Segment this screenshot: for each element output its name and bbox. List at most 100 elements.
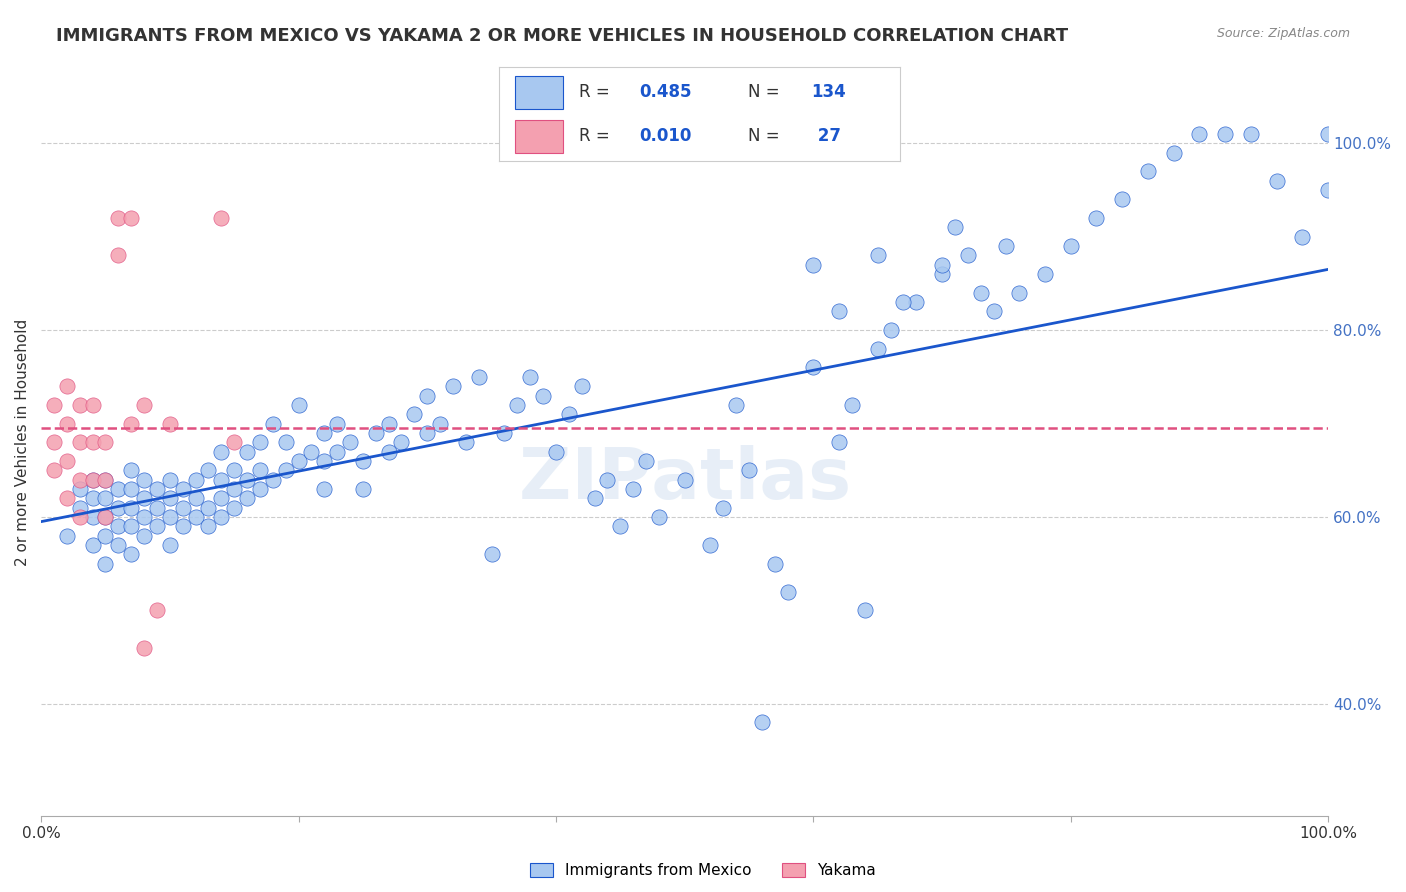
Point (262, 417, 284, 431)
Point (274, 463, 297, 477)
Point (1188, 127, 1211, 141)
Point (69, 435, 91, 450)
Point (82, 491, 104, 506)
Point (120, 211, 142, 225)
Point (224, 482, 246, 496)
Point (107, 500, 129, 515)
Point (1136, 164, 1159, 178)
Point (197, 500, 219, 515)
Point (82, 473, 104, 487)
Text: 27: 27 (811, 128, 841, 145)
Point (571, 379, 593, 393)
Text: 0.485: 0.485 (640, 83, 692, 101)
Point (82, 473, 104, 487)
Point (56, 417, 79, 431)
Text: ZIP​atlas: ZIP​atlas (519, 445, 851, 514)
Point (56, 491, 79, 506)
Point (146, 482, 169, 496)
Point (454, 435, 477, 450)
Point (326, 444, 349, 458)
Point (905, 295, 928, 310)
Point (969, 285, 991, 300)
Point (1265, 173, 1288, 187)
Point (209, 491, 232, 506)
Point (159, 417, 181, 431)
Point (224, 463, 246, 477)
Point (776, 584, 799, 599)
Point (236, 473, 259, 487)
Point (69, 500, 91, 515)
Point (416, 388, 439, 402)
Point (184, 473, 207, 487)
Point (120, 482, 142, 496)
Point (287, 398, 309, 412)
Point (391, 435, 413, 450)
Point (120, 547, 142, 561)
Point (634, 454, 657, 468)
Point (699, 538, 721, 552)
Point (132, 473, 155, 487)
Point (621, 482, 644, 496)
Point (828, 304, 851, 318)
Point (132, 528, 155, 542)
Point (209, 510, 232, 524)
Point (751, 715, 773, 730)
Point (1240, 127, 1263, 141)
Point (94, 473, 117, 487)
Point (209, 444, 232, 458)
Point (94, 473, 117, 487)
Point (1085, 211, 1108, 225)
Point (352, 482, 374, 496)
Point (1060, 239, 1083, 253)
Point (429, 417, 451, 431)
Point (467, 369, 489, 384)
Point (299, 444, 322, 458)
Point (197, 519, 219, 533)
Point (120, 417, 142, 431)
Point (82, 435, 104, 450)
FancyBboxPatch shape (515, 77, 564, 109)
Point (1317, 127, 1340, 141)
Text: 134: 134 (811, 83, 846, 101)
Point (209, 211, 232, 225)
Point (1111, 192, 1133, 206)
Point (596, 473, 619, 487)
FancyBboxPatch shape (515, 120, 564, 153)
Point (725, 398, 748, 412)
Point (159, 538, 181, 552)
Point (879, 323, 901, 337)
Point (1317, 183, 1340, 197)
Point (42, 463, 65, 477)
Point (1291, 229, 1313, 244)
Point (172, 482, 194, 496)
Point (146, 603, 169, 617)
Point (94, 435, 117, 450)
Point (69, 473, 91, 487)
Point (673, 473, 696, 487)
Point (132, 398, 155, 412)
Point (711, 500, 734, 515)
Point (94, 491, 117, 506)
Point (609, 519, 631, 533)
Point (184, 491, 207, 506)
Point (56, 379, 79, 393)
Point (172, 500, 194, 515)
Point (42, 398, 65, 412)
Point (172, 519, 194, 533)
Point (314, 482, 336, 496)
Point (1008, 285, 1031, 300)
Point (648, 510, 671, 524)
Point (416, 425, 439, 440)
Point (146, 500, 169, 515)
Point (1213, 127, 1236, 141)
Text: Source: ZipAtlas.com: Source: ZipAtlas.com (1216, 27, 1350, 40)
Point (828, 435, 851, 450)
Point (94, 528, 117, 542)
Point (583, 491, 606, 506)
Point (132, 510, 155, 524)
Point (236, 444, 259, 458)
Point (801, 360, 824, 375)
Point (159, 491, 181, 506)
Point (531, 388, 554, 402)
Point (146, 519, 169, 533)
